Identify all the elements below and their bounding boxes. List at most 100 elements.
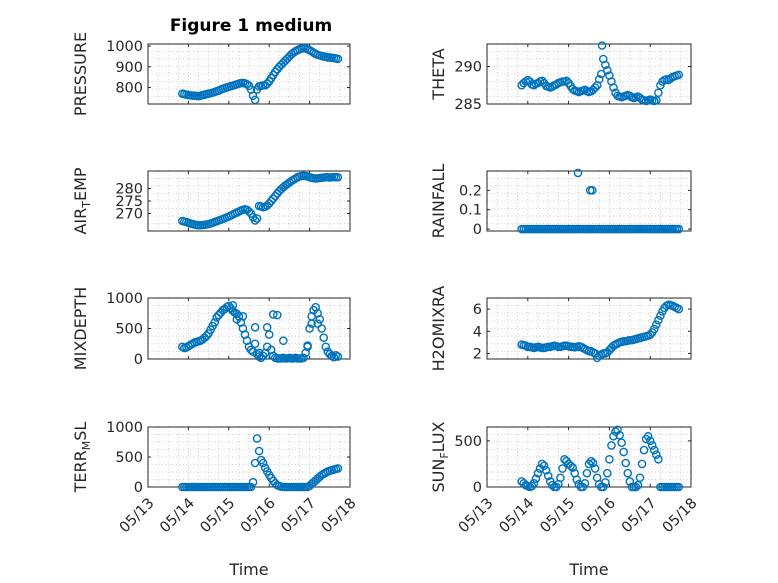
y-tick-label: 270 — [115, 207, 143, 223]
data-point — [321, 342, 331, 352]
data-point — [674, 482, 684, 492]
axes-frame — [486, 43, 692, 105]
subplot-pressure: 800 900 1000 PRESSURE — [71, 32, 351, 116]
data-point — [590, 349, 600, 358]
data-point — [573, 168, 583, 178]
data-point — [652, 95, 661, 105]
data-point — [333, 464, 343, 473]
data-point — [674, 304, 684, 314]
data-point — [582, 468, 592, 478]
data-point — [254, 446, 264, 456]
data-point — [202, 331, 211, 341]
data-point — [623, 468, 633, 478]
y-tick-label: 2 — [473, 346, 482, 362]
data-point — [601, 478, 610, 487]
axes-frame — [147, 43, 351, 105]
data-point — [254, 348, 264, 358]
data-point — [262, 322, 272, 332]
data-point — [313, 319, 322, 328]
data-point — [541, 466, 551, 475]
data-point — [652, 450, 661, 459]
data-point — [590, 83, 600, 92]
data-point — [609, 83, 618, 92]
y-axis-label: SUNFLUX — [429, 421, 451, 492]
data-point — [299, 353, 308, 363]
data-point — [652, 320, 661, 329]
data-point — [537, 76, 547, 86]
subplot-rainfall: 0 0.1 0.2 RAINFALL — [429, 164, 692, 238]
data-point — [333, 172, 343, 182]
figure-title: Figure 1 medium — [170, 16, 332, 36]
data-point — [605, 455, 614, 464]
x-tick-label: 05/13 — [117, 495, 158, 536]
y-axis-label: TERRMSL — [71, 422, 93, 494]
data-point — [252, 214, 262, 223]
y-tick-label: 6 — [473, 302, 482, 318]
data-point — [647, 441, 657, 450]
x-tick-label: 05/17 — [278, 495, 319, 536]
data-point — [307, 319, 316, 328]
data-point — [631, 482, 641, 492]
data-point — [594, 74, 604, 84]
data-point — [283, 54, 292, 63]
data-point — [279, 58, 288, 67]
data-point — [329, 352, 339, 362]
y-tick-label: 500 — [115, 322, 143, 338]
data-point — [333, 54, 343, 64]
y-tick-label: 280 — [115, 182, 143, 198]
data-point — [674, 70, 684, 80]
data-point — [637, 459, 647, 469]
data-point — [613, 425, 622, 435]
data-point — [654, 315, 663, 325]
y-tick-label: 0.1 — [459, 203, 482, 219]
data-point — [277, 60, 286, 69]
x-tick-label: 05/17 — [619, 495, 660, 536]
x-tick-label: 05/16 — [578, 495, 619, 536]
y-tick-label: 800 — [115, 80, 143, 96]
y-tick-label: 500 — [115, 450, 143, 466]
data-point — [566, 461, 575, 471]
y-tick-label: 290 — [454, 60, 482, 76]
data-point — [250, 216, 260, 225]
x-tick-label: 05/18 — [319, 495, 360, 536]
data-point — [609, 431, 618, 441]
data-point — [568, 463, 577, 472]
data-point — [617, 438, 626, 447]
axes-frame — [486, 297, 692, 360]
data-point — [279, 336, 288, 346]
axes-frame — [486, 426, 692, 488]
subplot-sun-flux: 0 500 05/13 05/14 05/15 05/16 05/17 05/18 Time SU… — [429, 421, 701, 579]
x-axis-label: Time — [228, 560, 268, 579]
y-tick-label: 0 — [473, 480, 482, 496]
data-point — [228, 301, 238, 310]
data-point — [654, 88, 663, 98]
data-point — [590, 464, 600, 473]
data-point — [238, 311, 248, 321]
data-point — [543, 471, 553, 481]
subplot-terr-msl: 0 500 1000 05/13 05/14 05/15 05/16 05/17 05/18 Ti… — [71, 420, 360, 579]
data-point — [588, 458, 598, 468]
data-point — [656, 311, 665, 321]
y-axis-label: PRESSURE — [71, 32, 90, 116]
axes-frame — [486, 170, 692, 232]
data-point — [305, 324, 314, 333]
data-point — [643, 431, 653, 441]
y-tick-label: 0 — [134, 480, 143, 496]
y-tick-label: 1000 — [106, 420, 143, 436]
data-point — [621, 458, 631, 468]
x-axis-label: Time — [568, 560, 608, 579]
x-tick-label: 05/15 — [537, 495, 578, 536]
x-tick-label: 05/15 — [198, 495, 239, 536]
data-point — [250, 95, 260, 105]
data-point — [272, 310, 282, 320]
x-tick-label: 05/13 — [456, 495, 497, 536]
data-point — [601, 60, 610, 70]
subplot-h2omixra: 2 4 6 H2OMIXRA — [429, 286, 692, 371]
data-point — [625, 477, 635, 486]
data-point — [268, 310, 278, 319]
data-point — [547, 480, 557, 490]
data-point — [558, 464, 567, 473]
data-point — [248, 477, 258, 487]
y-axis-label: THETA — [429, 48, 448, 100]
